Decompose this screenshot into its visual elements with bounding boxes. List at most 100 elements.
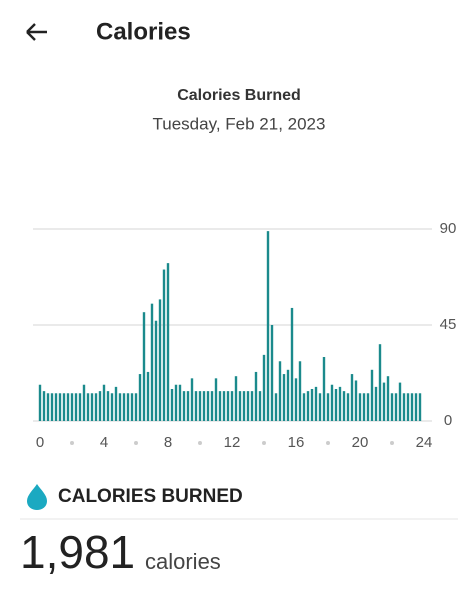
bar bbox=[70, 393, 74, 421]
y-tick-label: 0 bbox=[444, 412, 452, 429]
x-minor-tick bbox=[198, 441, 202, 445]
bar bbox=[318, 393, 322, 421]
bar bbox=[190, 378, 194, 421]
bar bbox=[270, 325, 274, 421]
bar bbox=[46, 393, 50, 421]
x-tick-label: 4 bbox=[100, 434, 108, 451]
x-minor-tick bbox=[262, 441, 266, 445]
bar bbox=[154, 320, 158, 421]
y-tick-label: 45 bbox=[440, 316, 457, 333]
bar bbox=[334, 389, 338, 421]
bar bbox=[98, 391, 102, 421]
summary-value: 1,981 bbox=[20, 526, 135, 578]
bar bbox=[66, 393, 70, 421]
bar bbox=[74, 393, 78, 421]
bar bbox=[166, 263, 170, 421]
bar bbox=[142, 312, 146, 421]
bar bbox=[174, 384, 178, 421]
bar bbox=[402, 393, 406, 421]
bar bbox=[78, 393, 82, 421]
bar bbox=[290, 307, 294, 421]
back-arrow[interactable] bbox=[26, 23, 47, 41]
bar bbox=[94, 393, 98, 421]
bar bbox=[90, 393, 94, 421]
page-title: Calories bbox=[96, 18, 191, 45]
bar bbox=[150, 303, 154, 421]
bar bbox=[38, 384, 42, 421]
bar bbox=[230, 391, 234, 421]
bar bbox=[218, 391, 222, 421]
back-button[interactable] bbox=[26, 23, 47, 41]
bar bbox=[262, 354, 266, 421]
bar bbox=[122, 393, 126, 421]
bar bbox=[326, 393, 330, 421]
summary-unit: calories bbox=[145, 549, 221, 574]
bar bbox=[182, 391, 186, 421]
bar bbox=[194, 391, 198, 421]
bar bbox=[50, 393, 54, 421]
chart-title: Calories Burned bbox=[177, 87, 301, 104]
bar bbox=[342, 391, 346, 421]
bar bbox=[386, 376, 390, 421]
bar bbox=[282, 374, 286, 421]
bar bbox=[206, 391, 210, 421]
bar bbox=[338, 386, 342, 421]
bar bbox=[418, 393, 422, 421]
bar bbox=[134, 393, 138, 421]
y-tick-label: 90 bbox=[440, 220, 457, 237]
bar bbox=[398, 382, 402, 421]
bar bbox=[234, 376, 238, 421]
bar bbox=[350, 374, 354, 421]
bar bbox=[358, 393, 362, 421]
bar bbox=[210, 391, 214, 421]
bar bbox=[146, 371, 150, 421]
bar bbox=[54, 393, 58, 421]
bar bbox=[274, 393, 278, 421]
x-tick-label: 16 bbox=[288, 434, 305, 451]
bar bbox=[250, 391, 254, 421]
bar bbox=[366, 393, 370, 421]
bar bbox=[254, 371, 258, 421]
bar bbox=[310, 389, 314, 421]
x-tick-label: 8 bbox=[164, 434, 172, 451]
bar bbox=[130, 393, 134, 421]
bar bbox=[198, 391, 202, 421]
x-tick-label: 12 bbox=[224, 434, 241, 451]
bar bbox=[86, 393, 90, 421]
bar bbox=[314, 386, 318, 421]
x-minor-tick bbox=[134, 441, 138, 445]
x-tick-label: 0 bbox=[36, 434, 44, 451]
x-minor-tick bbox=[70, 441, 74, 445]
bar bbox=[186, 391, 190, 421]
x-tick-label: 20 bbox=[352, 434, 369, 451]
bar bbox=[222, 391, 226, 421]
bar bbox=[414, 393, 418, 421]
bar bbox=[138, 374, 142, 421]
bar bbox=[330, 384, 334, 421]
bar bbox=[242, 391, 246, 421]
bar bbox=[202, 391, 206, 421]
bar bbox=[58, 393, 62, 421]
bar bbox=[306, 391, 310, 421]
bar bbox=[346, 393, 350, 421]
bar bbox=[178, 384, 182, 421]
bar bbox=[302, 393, 306, 421]
bar bbox=[246, 391, 250, 421]
bar bbox=[102, 384, 106, 421]
bar bbox=[158, 299, 162, 421]
chart-subtitle: Tuesday, Feb 21, 2023 bbox=[153, 114, 326, 133]
bar bbox=[266, 231, 270, 421]
bar bbox=[110, 393, 114, 421]
bar bbox=[370, 369, 374, 421]
bar bbox=[294, 378, 298, 421]
bar bbox=[162, 269, 166, 421]
bar bbox=[378, 344, 382, 421]
bar bbox=[170, 389, 174, 421]
bar bbox=[278, 361, 282, 421]
bar bbox=[286, 369, 290, 421]
bar bbox=[322, 357, 326, 421]
x-tick-label: 24 bbox=[416, 434, 433, 451]
bar bbox=[118, 393, 122, 421]
